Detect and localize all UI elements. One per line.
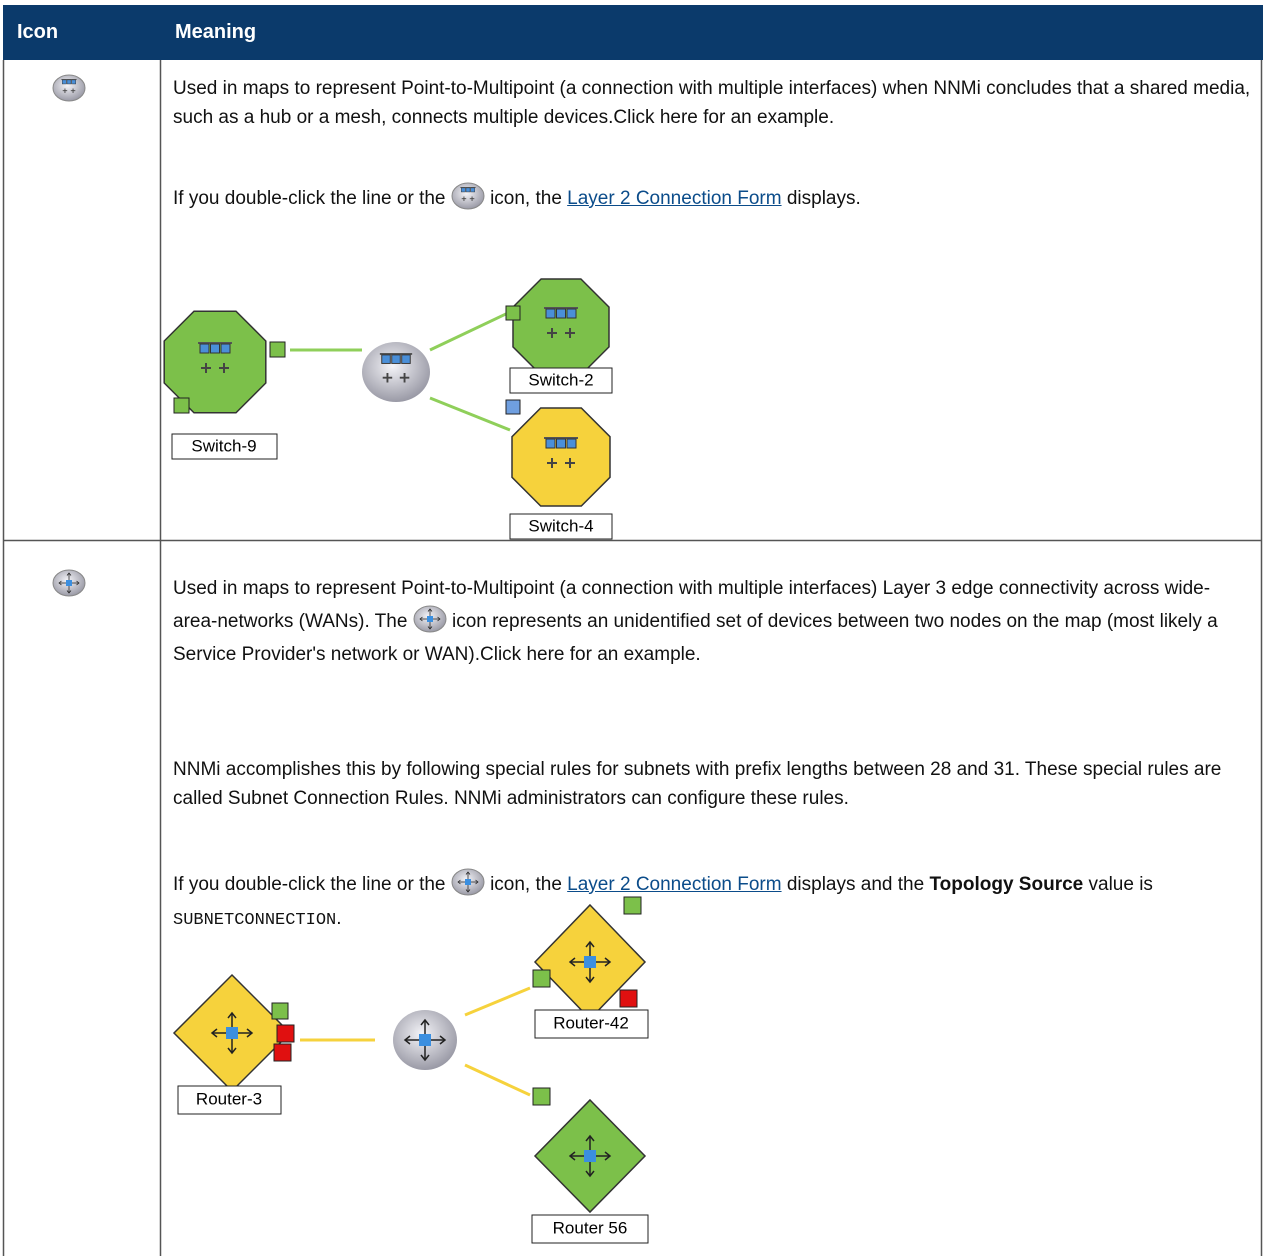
header-cell: Meaning [175,21,257,43]
code-text: SUBNETCONNECTION [173,911,337,930]
node-label: Router-3 [196,1089,262,1108]
link[interactable]: Layer 2 Connection Form [567,188,782,209]
node-label: Switch-4 [528,516,593,535]
node-label: Router 56 [553,1218,628,1237]
text: icon, the [490,874,562,895]
text: If you double-click the line or the [173,188,446,209]
paragraph: Used in maps to represent Point-to-Multi… [173,572,1253,671]
header-bar [3,5,1263,60]
inline-icon [413,605,447,633]
text: value is [1088,874,1153,895]
node-shape [512,278,610,376]
hub-icon [52,74,86,102]
inline-icon [451,182,485,210]
switch-diagram: Switch-9 Switch-2 Switch-4 [163,278,613,540]
node-label: Switch-2 [528,370,593,389]
text: If you double-click the line or the [173,874,446,895]
router-diagram: Router-3 Router-42 Router 56 [172,896,649,1244]
paragraph: If you double-click the line or the icon… [173,182,1253,213]
paragraph: If you double-click the line or the icon… [173,868,1253,938]
bold-text: Topology Source [929,874,1084,895]
wan-icon [52,569,86,597]
text: icon represents an unidentified set of d… [173,611,1218,665]
text: displays and the [786,874,925,895]
text: . [336,908,342,929]
node-shape [163,310,267,414]
node-label: Switch-9 [191,436,256,455]
header-cell: Icon [17,21,59,43]
text: Used in maps to represent Point-to-Multi… [173,578,1211,632]
text: icon, the [490,188,562,209]
node-label: Router-42 [553,1013,629,1032]
inline-icon [451,868,485,896]
text: displays. [786,188,861,209]
paragraph: Used in maps to represent Point-to-Multi… [173,78,1251,128]
link[interactable]: Layer 2 Connection Form [567,874,782,895]
node-shape [511,407,611,507]
table-borders [2,60,1263,1256]
paragraph: NNMi accomplishes this by following spec… [173,759,1222,809]
